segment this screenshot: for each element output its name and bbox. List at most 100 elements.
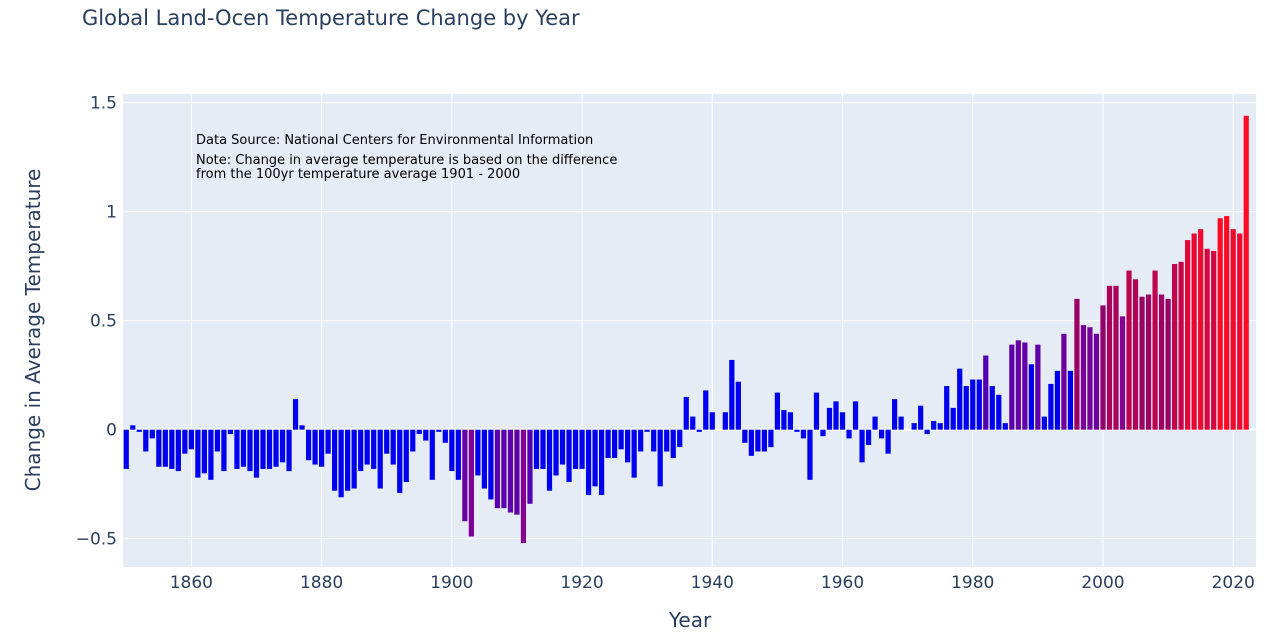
x-tick-label: 1900 [430, 573, 473, 593]
bar-1853 [143, 429, 149, 452]
bar-1877 [299, 425, 305, 430]
bar-1881 [325, 429, 331, 454]
bar-1962 [852, 401, 859, 430]
bar-1935 [677, 429, 683, 448]
bar-1852 [136, 429, 142, 432]
bar-1892 [397, 429, 403, 493]
bar-1895 [416, 429, 422, 435]
bar-1923 [598, 429, 605, 496]
bar-2004 [1126, 270, 1132, 430]
bar-1911 [520, 429, 527, 544]
bar-1922 [592, 429, 598, 487]
bars [123, 115, 1249, 544]
bar-1978 [957, 368, 963, 430]
bar-1953 [794, 429, 800, 432]
x-axis-ticks: 1860 1880 1900 1920 1940 1960 1980 2000 2020 [170, 573, 1255, 593]
bar-1872 [266, 429, 273, 469]
bar-1899 [442, 429, 448, 443]
bar-1956 [813, 392, 820, 430]
bar-1894 [410, 429, 416, 452]
bar-1887 [364, 429, 370, 465]
bar-2006 [1139, 296, 1145, 430]
bar-1973 [924, 429, 930, 435]
bar-1917 [559, 429, 566, 465]
bar-1904 [475, 429, 481, 476]
bar-1971 [911, 423, 917, 430]
bar-1932 [657, 429, 663, 487]
bar-1925 [612, 429, 618, 459]
bar-2017 [1211, 250, 1217, 430]
bar-1937 [690, 416, 696, 430]
bar-1870 [253, 429, 260, 478]
bar-1969 [898, 416, 904, 430]
bar-1989 [1028, 364, 1034, 430]
y-axis-ticks: −0.5 0 0.5 1 1.5 [76, 94, 117, 550]
bar-1930 [644, 429, 650, 432]
bar-1999 [1093, 333, 1100, 430]
bar-1914 [540, 429, 546, 469]
bar-1903 [468, 429, 474, 537]
bar-1986 [1009, 344, 1015, 430]
annotation-note-line1: Note: Change in average temperature is b… [196, 153, 617, 168]
bar-1977 [950, 407, 956, 430]
bar-1875 [286, 429, 292, 472]
bar-1891 [390, 429, 396, 465]
bar-1927 [625, 429, 631, 463]
bar-2010 [1165, 298, 1171, 430]
bar-1958 [826, 407, 833, 430]
bar-1908 [501, 429, 507, 509]
bar-1966 [878, 429, 885, 439]
bar-1850 [123, 429, 129, 469]
bar-1954 [800, 429, 807, 439]
bar-1897 [429, 429, 435, 480]
bar-1931 [651, 429, 657, 452]
bar-1921 [585, 429, 592, 496]
bar-1876 [292, 399, 299, 430]
bar-1888 [371, 429, 377, 469]
bar-1871 [260, 429, 266, 469]
bar-1934 [670, 429, 676, 459]
y-tick-label: 0 [106, 421, 117, 441]
bar-2018 [1217, 218, 1223, 430]
x-tick-label: 1880 [300, 573, 343, 593]
bar-1879 [312, 429, 318, 465]
bar-1878 [305, 429, 312, 461]
bar-1924 [605, 429, 611, 459]
bar-1994 [1061, 333, 1067, 430]
bar-1950 [774, 392, 781, 430]
bar-1947 [755, 429, 761, 452]
bar-1854 [149, 429, 155, 439]
bar-1929 [638, 429, 644, 452]
bar-1857 [169, 429, 175, 469]
gridlines [123, 94, 1256, 567]
bar-1919 [572, 429, 579, 469]
bar-2020 [1230, 229, 1236, 430]
x-tick-label: 2000 [1081, 573, 1124, 593]
bar-1926 [618, 429, 624, 450]
bar-1880 [319, 429, 325, 467]
bar-1913 [533, 429, 540, 469]
x-tick-label: 1960 [821, 573, 864, 593]
bar-1972 [918, 405, 924, 430]
bar-1918 [566, 429, 572, 482]
bar-2009 [1158, 294, 1165, 430]
y-tick-label: 0.5 [90, 312, 117, 332]
bar-1968 [892, 399, 898, 430]
bar-2000 [1100, 305, 1106, 430]
bar-1959 [833, 401, 839, 430]
bar-1979 [963, 386, 969, 430]
bar-1982 [983, 355, 989, 430]
bar-1965 [872, 416, 878, 430]
bar-1943 [729, 359, 735, 430]
annotation-source: Data Source: National Centers for Enviro… [196, 133, 593, 148]
bar-1869 [247, 429, 253, 472]
bar-1942 [722, 412, 728, 430]
x-tick-label: 1920 [560, 573, 603, 593]
bar-1851 [130, 425, 136, 430]
y-tick-label: 1 [106, 203, 117, 223]
bar-1995 [1067, 370, 1074, 430]
bar-1902 [462, 429, 468, 522]
bar-1898 [436, 429, 442, 432]
bar-1949 [768, 429, 774, 448]
